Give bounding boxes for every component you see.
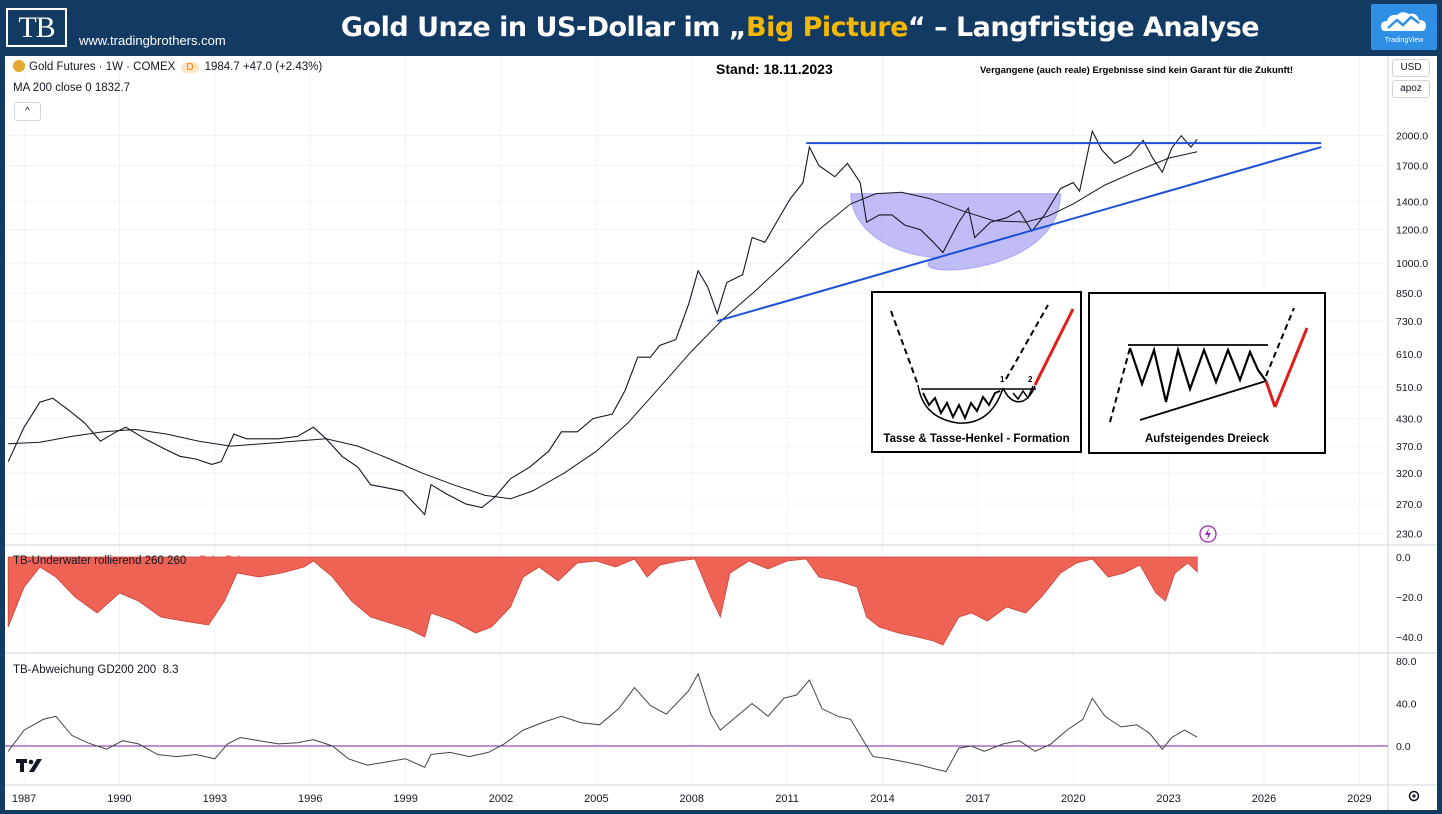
- underwater-axis-tick-label: −40.0: [1396, 632, 1423, 644]
- tradingview-label: TradingView: [1384, 37, 1424, 44]
- underwater-axis-tick-label: 0.0: [1396, 552, 1411, 564]
- ascending-triangle-label: Aufsteigendes Dreieck: [1145, 433, 1269, 445]
- time-axis-tick-label: 1990: [107, 793, 131, 805]
- cup-formation-shape[interactable]: [850, 193, 1062, 271]
- time-axis-tick-label: 2023: [1156, 793, 1180, 805]
- time-axis-tick-label: 2005: [584, 793, 608, 805]
- gold-coin-icon: [13, 60, 25, 72]
- time-axis-tick-label: 2026: [1252, 793, 1276, 805]
- price-axis-tick-label: 370.0: [1396, 441, 1422, 453]
- price-axis-tick-label: 510.0: [1396, 382, 1422, 394]
- time-axis-tick-label: 1999: [393, 793, 417, 805]
- price-axis-tick-label: 2000.0: [1396, 131, 1428, 143]
- breakout-mark-1: 1: [1000, 375, 1005, 384]
- underwater-axis-tick-label: −20.0: [1396, 592, 1423, 604]
- price-axis-tick-label: 610.0: [1396, 349, 1422, 361]
- deviation-axis-tick-label: 80.0: [1396, 656, 1417, 668]
- price-axis-tick-label: 430.0: [1396, 413, 1422, 425]
- underwater-values: −7.4 −7.4: [192, 555, 242, 567]
- delay-badge[interactable]: D: [181, 62, 199, 73]
- price-axis-tick-label: 1700.0: [1396, 161, 1428, 173]
- deviation-axis-tick-label: 0.0: [1396, 741, 1411, 753]
- deviation-series[interactable]: [7, 672, 1198, 773]
- symbol-values: 1984.7 +47.0 (+2.43%): [204, 61, 323, 73]
- ascending-triangle-inset: Aufsteigendes Dreieck: [1088, 292, 1326, 454]
- cloud-chart-icon: [1381, 12, 1426, 32]
- time-axis-tick-label: 1996: [298, 793, 322, 805]
- time-axis-tick-label: 2008: [679, 793, 703, 805]
- cup-handle-inset: 1 2 Tasse & Tasse-Henkel - Formation: [871, 291, 1082, 453]
- ma-legend[interactable]: MA 200 close 0 1832.7: [13, 82, 130, 94]
- price-axis-tick-label: 730.0: [1396, 316, 1422, 328]
- settings-gear-icon[interactable]: [1407, 789, 1421, 803]
- time-axis-tick-label: 2029: [1347, 793, 1371, 805]
- underwater-area-series[interactable]: [7, 556, 1198, 646]
- tradingbrothers-logo[interactable]: TB: [6, 8, 67, 47]
- chart-panel: 230.0 270.0 320.0 370.0 430.0 510.0 610.0 730.0…: [5, 56, 1437, 810]
- collapse-legend-button[interactable]: ^: [14, 102, 41, 121]
- page-title: Gold Unze in US-Dollar im „Big Picture“ …: [330, 12, 1270, 43]
- currency-selector[interactable]: USD: [1392, 59, 1430, 77]
- symbol-name: Gold Futures · 1W · COMEX: [29, 61, 176, 73]
- breakout-mark-2: 2: [1028, 375, 1033, 384]
- deviation-value: 8.3: [162, 664, 179, 676]
- title-highlight: Big Picture: [746, 12, 908, 43]
- ma200-series[interactable]: [8, 151, 1198, 500]
- flash-event-icon[interactable]: [1199, 525, 1217, 543]
- deviation-label: TB-Abweichung GD200 200: [13, 664, 157, 676]
- price-axis-tick-label: 850.0: [1396, 288, 1422, 300]
- time-axis-tick-label: 1987: [12, 793, 36, 805]
- price-axis-tick-label: 1000.0: [1396, 258, 1428, 270]
- price-axis-tick-label: 270.0: [1396, 499, 1422, 511]
- date-stamp: Stand: 18.11.2023: [716, 61, 833, 77]
- deviation-axis-tick-label: 40.0: [1396, 699, 1417, 711]
- tradingview-logo[interactable]: TradingView: [1371, 4, 1437, 50]
- tradingview-watermark-icon: [15, 756, 47, 774]
- underwater-legend[interactable]: TB-Underwater rollierend 260 260 −7.4 −7…: [13, 555, 241, 567]
- symbol-legend[interactable]: Gold Futures · 1W · COMEX D 1984.7 +47.0 (…: [13, 60, 322, 73]
- price-axis-tick-label: 1400.0: [1396, 196, 1428, 208]
- time-axis-tick-label: 2011: [775, 793, 799, 805]
- time-axis-tick-label: 2002: [489, 793, 513, 805]
- disclaimer: Vergangene (auch reale) Ergebnisse sind …: [980, 65, 1294, 76]
- time-axis-tick-label: 2014: [870, 793, 894, 805]
- price-axis-tick-label: 230.0: [1396, 529, 1422, 541]
- support-trendline[interactable]: [716, 146, 1322, 323]
- time-axis-tick-label: 2017: [966, 793, 990, 805]
- cup-handle-label: Tasse & Tasse-Henkel - Formation: [883, 433, 1070, 445]
- website-link[interactable]: www.tradingbrothers.com: [79, 33, 226, 48]
- header-bar: TB www.tradingbrothers.com Gold Unze in …: [0, 0, 1442, 56]
- price-axis-tick-label: 1200.0: [1396, 225, 1428, 237]
- title-prefix: Gold Unze in US-Dollar im „: [340, 12, 747, 43]
- price-axis-tick-label: 320.0: [1396, 468, 1422, 480]
- time-axis-tick-label: 1993: [203, 793, 227, 805]
- deviation-legend[interactable]: TB-Abweichung GD200 200 8.3: [13, 664, 179, 676]
- time-axis-tick-label: 2020: [1061, 793, 1085, 805]
- title-suffix: “ – Langfristige Analyse: [907, 12, 1260, 43]
- underwater-label: TB-Underwater rollierend 260 260: [13, 555, 187, 567]
- scale-selector[interactable]: apoz: [1392, 80, 1430, 98]
- cup-handle-drawing: 1 2: [890, 304, 1075, 424]
- ascending-triangle-drawing: [1109, 307, 1309, 423]
